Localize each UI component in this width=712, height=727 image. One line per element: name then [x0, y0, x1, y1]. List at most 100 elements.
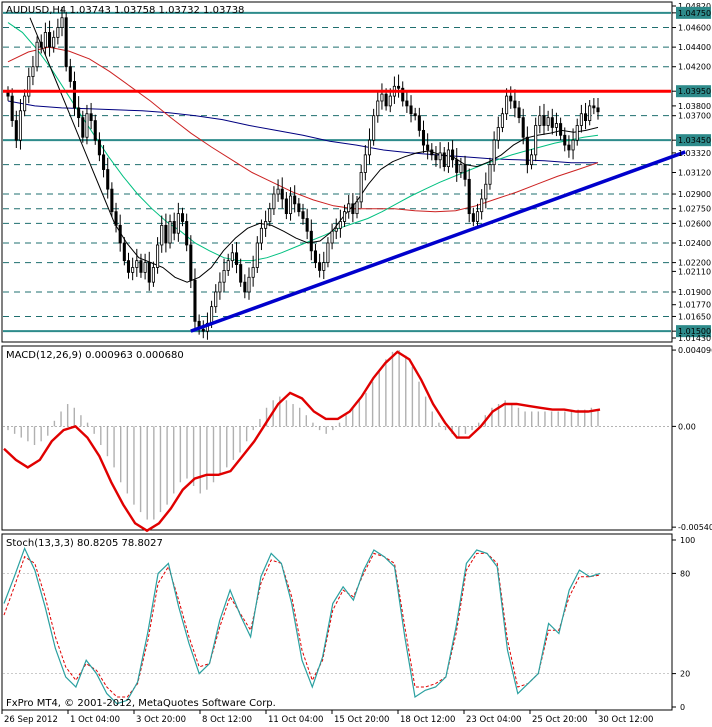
candle-body [222, 270, 226, 283]
price-tick-label: 1.02750 [678, 205, 711, 214]
candle-body [226, 260, 230, 271]
candle-body [584, 113, 588, 121]
candle-body [488, 164, 492, 185]
candle-body [505, 95, 509, 115]
candle-body [517, 107, 521, 119]
candle-body [417, 115, 421, 131]
macd-label: MACD(12,26,9) 0.000963 0.000680 [6, 350, 184, 361]
candle-body [413, 113, 417, 117]
macd-histogram [3, 350, 671, 520]
candle-body [372, 115, 376, 141]
price-tick-label: 1.04820 [678, 2, 711, 11]
candle-body [139, 260, 143, 273]
candle-body [305, 218, 309, 232]
support-trendline [190, 150, 686, 333]
candle-body [363, 154, 367, 173]
candle-body [6, 91, 10, 97]
candle-body [259, 227, 263, 244]
ma-mid-line [7, 22, 599, 262]
candle-body [538, 115, 542, 126]
candle-body [97, 139, 101, 156]
candle-body [309, 230, 313, 252]
price-tick-label: 1.04600 [678, 24, 711, 33]
candle-body [451, 149, 455, 161]
candle-body [401, 87, 405, 102]
candle-body [102, 154, 106, 170]
candle-body [126, 260, 131, 273]
candle-body [455, 159, 459, 173]
time-tick-label: 18 Oct 12:00 [400, 715, 455, 725]
candle-body [27, 76, 31, 97]
price-label-box [676, 85, 711, 98]
price-tick-label: 1.02200 [678, 259, 711, 268]
candle-body [284, 198, 288, 215]
price-tick-label: 1.03120 [678, 168, 711, 177]
candle-body [338, 221, 342, 229]
price-tick-label: 1.01430 [678, 334, 711, 343]
candle-body [168, 221, 172, 244]
candle-body [571, 139, 575, 151]
candle-body [550, 117, 554, 128]
candle-body [326, 242, 330, 263]
stoch-signal-line [3, 552, 601, 698]
candle-body [193, 279, 197, 322]
candle-body [322, 262, 326, 271]
candle-body [56, 27, 60, 38]
candle-body [559, 123, 563, 136]
candle-body [442, 152, 446, 168]
candle-body [330, 230, 334, 244]
candle-body [106, 169, 110, 190]
candle-body [210, 306, 214, 324]
candle-body [18, 110, 22, 141]
price-tick-label: 1.03950 [678, 87, 711, 96]
candle-body [72, 81, 77, 109]
time-axis: 26 Sep 2012 1 Oct 04:00 3 Oct 20:00 8 Oct 1… [1, 710, 653, 725]
main-overlays [3, 89, 686, 333]
candle-body [180, 213, 185, 222]
candle-body [230, 252, 234, 262]
candle-body [542, 115, 546, 126]
price-tick-label: 1.03800 [678, 102, 711, 111]
stoch-tick-label: 100 [680, 536, 695, 545]
price-tick-label: 1.03320 [678, 149, 711, 158]
candle-body [81, 117, 85, 138]
copyright-label: FxPro MT4, © 2001-2012, MetaQuotes Softw… [6, 698, 276, 709]
price-label-box [676, 325, 711, 338]
candle-body [268, 208, 272, 222]
time-tick-label: 11 Oct 04:00 [268, 715, 323, 725]
candle-body [438, 152, 442, 161]
macd-signal-line [3, 350, 601, 533]
ma-slow-line [7, 46, 599, 213]
candle-body [334, 227, 338, 232]
price-tick-label: 1.04750 [678, 9, 711, 18]
candle-body [118, 224, 122, 244]
candle-body [151, 267, 155, 283]
candle-body [114, 211, 118, 226]
time-tick-label: 1 Oct 04:00 [70, 715, 120, 725]
candle-body [297, 203, 301, 213]
candle-body [14, 120, 18, 141]
candle-body [247, 276, 251, 293]
candle-body [463, 164, 467, 180]
candle-body [264, 221, 268, 229]
candle-body [239, 264, 243, 283]
time-tick-label: 26 Sep 2012 [4, 715, 58, 725]
candle-body [280, 188, 284, 200]
candle-body [554, 123, 558, 128]
price-tick-label: 1.02900 [678, 190, 711, 199]
candle-body [496, 127, 500, 141]
candle-body [39, 41, 43, 48]
candle-body [10, 95, 14, 121]
candle-body [52, 36, 56, 48]
stoch-main-line [3, 546, 601, 705]
candle-body [409, 105, 413, 115]
candle-body [563, 134, 567, 146]
candle-body [110, 188, 114, 213]
candle-body [131, 267, 135, 273]
price-label-box [676, 134, 711, 147]
candle-body [189, 244, 193, 281]
macd-tick-label: -0.005408 [678, 523, 712, 532]
candle-body [388, 95, 392, 107]
